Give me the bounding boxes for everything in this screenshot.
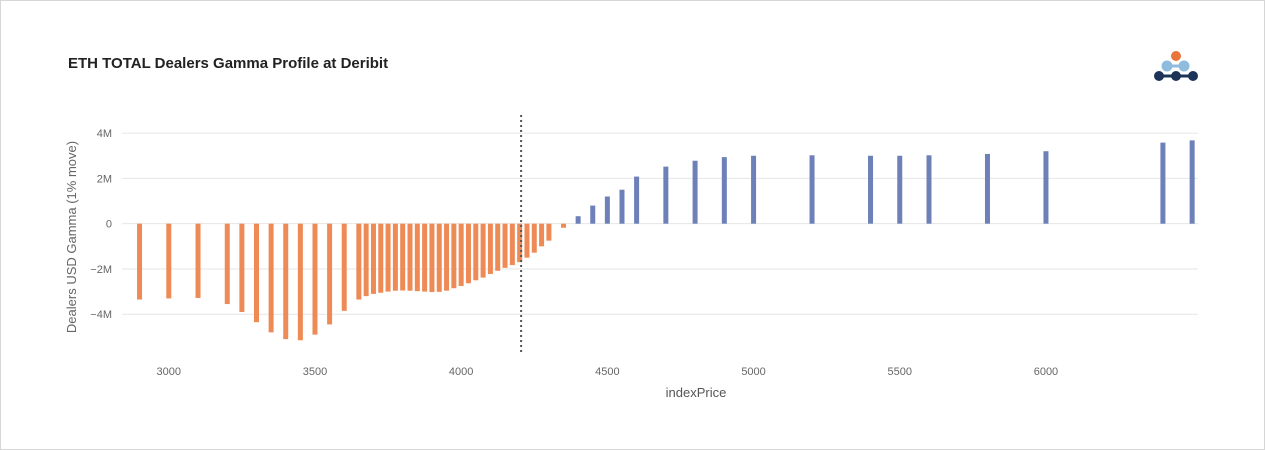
gamma-bar xyxy=(868,155,874,224)
gamma-bar xyxy=(531,223,537,253)
logo-mid-left-dot xyxy=(1161,60,1173,72)
gamma-bar xyxy=(721,157,727,224)
gamma-bar xyxy=(495,223,501,271)
gamma-bar xyxy=(1189,140,1195,224)
gamma-bar xyxy=(546,223,552,241)
gamma-bar xyxy=(283,223,289,340)
gamma-bar xyxy=(370,223,376,294)
brand-logo-icon xyxy=(1154,51,1198,81)
x-tick-label: 3500 xyxy=(303,366,327,378)
gamma-bar xyxy=(436,223,442,292)
gamma-bar xyxy=(984,153,990,224)
gamma-bar xyxy=(458,223,464,286)
logo-bottom-right-dot xyxy=(1188,71,1198,81)
logo-mid-right-dot xyxy=(1178,60,1190,72)
gamma-bar xyxy=(385,223,391,292)
gamma-bar xyxy=(604,196,610,224)
gamma-bar xyxy=(195,223,201,298)
gamma-bar xyxy=(451,223,457,289)
gamma-bar xyxy=(444,223,450,291)
gamma-bar xyxy=(429,223,435,293)
gamma-bar xyxy=(517,223,523,263)
gamma-bar xyxy=(1160,142,1166,224)
x-tick-label: 6000 xyxy=(1034,366,1058,378)
gamma-bar xyxy=(473,223,479,281)
gamma-bar xyxy=(502,223,508,268)
gamma-bar xyxy=(634,176,640,224)
gamma-bar xyxy=(254,223,259,323)
gamma-bar xyxy=(524,223,530,258)
gamma-bar xyxy=(487,223,493,274)
gamma-bar xyxy=(561,223,567,228)
chart-title: ETH TOTAL Dealers Gamma Profile at Derib… xyxy=(68,55,389,72)
gamma-bar xyxy=(1043,151,1049,224)
y-tick-label: −4M xyxy=(90,309,112,321)
gamma-bar xyxy=(166,223,172,299)
gamma-bar xyxy=(400,223,406,291)
gamma-bar xyxy=(692,160,698,224)
x-tick-label: 5000 xyxy=(741,366,765,378)
gamma-bar xyxy=(392,223,398,291)
gamma-bar xyxy=(897,155,903,224)
gamma-bar xyxy=(378,223,384,293)
gamma-bar xyxy=(312,223,318,335)
gamma-bar xyxy=(926,155,932,224)
x-tick-label: 3000 xyxy=(157,366,181,378)
gamma-bar xyxy=(297,223,303,341)
gamma-bar xyxy=(224,223,230,305)
gamma-bar xyxy=(509,223,515,266)
y-tick-label: 0 xyxy=(106,219,112,231)
y-tick-label: 2M xyxy=(97,173,112,185)
x-tick-label: 4500 xyxy=(595,366,619,378)
gamma-bar xyxy=(414,223,420,292)
y-tick-label: −2M xyxy=(90,264,112,276)
logo-top-dot xyxy=(1171,51,1181,61)
x-tick-label: 4000 xyxy=(449,366,473,378)
y-tick-label: 4M xyxy=(97,128,112,140)
y-axis-label: Dealers USD Gamma (1% move) xyxy=(64,141,79,333)
x-tick-label: 5500 xyxy=(888,366,912,378)
gamma-bar xyxy=(619,189,625,224)
logo-bottom-mid-dot xyxy=(1171,71,1181,81)
gamma-bar xyxy=(137,223,143,300)
gamma-bar xyxy=(327,223,333,325)
gamma-bar xyxy=(480,223,486,278)
gamma-bar xyxy=(751,155,757,224)
gamma-bar xyxy=(663,166,669,224)
gamma-bar xyxy=(407,223,413,291)
gamma-bar xyxy=(590,205,596,224)
gamma-bar xyxy=(422,223,428,292)
gamma-bar xyxy=(356,223,362,300)
gamma-bar xyxy=(575,216,581,224)
gamma-bar xyxy=(341,223,347,311)
gamma-bar xyxy=(465,223,471,284)
gamma-bar xyxy=(809,155,815,224)
gamma-bar xyxy=(239,223,245,312)
x-axis-label: indexPrice xyxy=(666,385,727,400)
logo-bottom-left-dot xyxy=(1154,71,1164,81)
gamma-bar xyxy=(539,223,545,247)
gamma-bar xyxy=(268,223,274,333)
gamma-bar xyxy=(363,223,369,297)
